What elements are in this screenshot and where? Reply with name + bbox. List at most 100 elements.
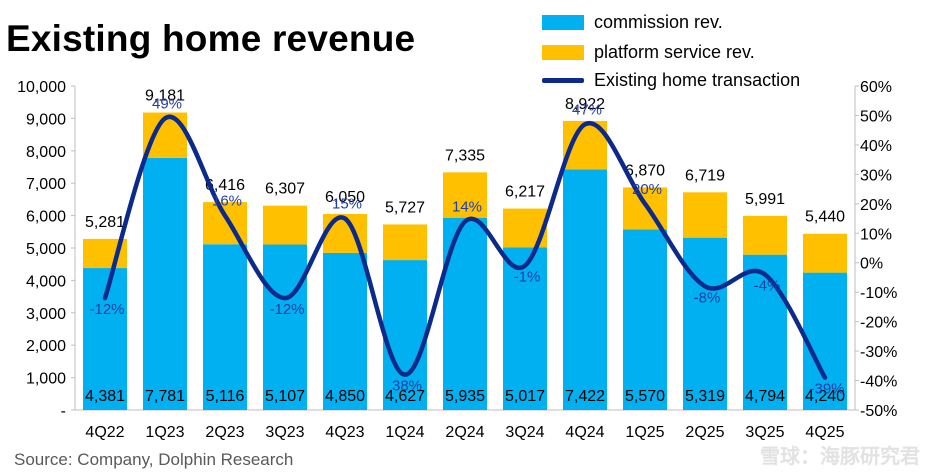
data-label-transaction-pct: 20% (632, 181, 662, 198)
legend-item-transaction: Existing home transaction (542, 69, 800, 91)
data-label-commission: 4,627 (385, 388, 425, 405)
legend-swatch-commission (542, 14, 584, 30)
x-tick-label: 4Q24 (565, 424, 604, 441)
data-label-transaction-pct: -4% (754, 278, 781, 295)
x-tick-label: 4Q25 (805, 424, 844, 441)
data-label-transaction-pct: 14% (452, 198, 482, 215)
data-label-total: 7,335 (445, 147, 485, 164)
data-label-transaction-pct: 49% (152, 95, 182, 112)
x-tick-label: 3Q23 (265, 424, 304, 441)
data-label-total: 5,440 (805, 209, 845, 226)
legend-item-commission: commission rev. (542, 11, 723, 33)
y-right-tick-label: 10% (860, 226, 892, 243)
chart-title: Existing home revenue (6, 18, 416, 59)
bar-platform (743, 215, 787, 255)
y-right-tick-label: -20% (860, 315, 897, 332)
y-left-tick-label: 1,000 (26, 371, 66, 388)
data-label-commission: 5,935 (445, 388, 485, 405)
y-left-tick-label: 9,000 (26, 111, 66, 128)
data-label-commission: 7,422 (565, 388, 605, 405)
data-label-total: 5,727 (385, 199, 425, 216)
bar-platform (443, 172, 487, 218)
data-label-transaction-pct: -12% (89, 301, 124, 318)
bar-commission (383, 260, 427, 410)
x-tick-label: 2Q24 (445, 424, 484, 441)
legend-label-commission: commission rev. (594, 11, 723, 32)
y-right-tick-label: 30% (860, 167, 892, 184)
data-label-total: 6,416 (205, 177, 245, 194)
y-left-tick-label: 2,000 (26, 338, 66, 355)
data-label-commission: 5,107 (265, 388, 305, 405)
y-right-tick-label: 40% (860, 138, 892, 155)
y-left-tick-label: 8,000 (26, 144, 66, 161)
bar-platform (683, 192, 727, 238)
bar-commission (743, 254, 787, 410)
bar-commission (443, 217, 487, 410)
data-label-total: 9,181 (145, 88, 185, 105)
data-label-commission: 4,381 (85, 388, 125, 405)
y-left-tick-label: 6,000 (26, 209, 66, 226)
data-label-commission: 4,794 (745, 388, 785, 405)
y-left-tick-label: 5,000 (26, 241, 66, 258)
y-left-tick-label: 4,000 (26, 273, 66, 290)
y-right-tick-label: -50% (860, 403, 897, 420)
data-label-commission: 5,570 (625, 388, 665, 405)
data-label-total: 5,281 (85, 214, 125, 231)
data-label-total: 6,050 (325, 189, 365, 206)
legend-swatch-transaction (542, 77, 584, 83)
data-label-total: 6,217 (505, 184, 545, 201)
bar-platform (803, 233, 847, 273)
data-label-transaction-pct: -1% (514, 269, 541, 286)
data-label-total: 8,922 (565, 96, 605, 113)
data-label-commission: 7,781 (145, 388, 185, 405)
bar-commission (263, 244, 307, 410)
legend-label-transaction: Existing home transaction (594, 69, 801, 90)
x-tick-label: 4Q23 (325, 424, 364, 441)
legend-item-platform: platform service rev. (542, 41, 755, 63)
bar-platform (263, 205, 307, 245)
data-label-total: 6,307 (265, 181, 305, 198)
x-tick-label: 2Q25 (685, 424, 724, 441)
x-tick-label: 3Q24 (505, 424, 544, 441)
data-label-transaction-pct: -12% (269, 301, 304, 318)
x-tick-label: 3Q25 (745, 424, 784, 441)
series-line-transaction (102, 114, 828, 380)
data-label-commission: 5,116 (206, 388, 245, 405)
x-tick-label: 2Q23 (205, 424, 244, 441)
y-right-tick-label: 60% (860, 79, 892, 96)
x-tick-label: 1Q24 (385, 424, 424, 441)
data-label-commission: 5,017 (505, 388, 545, 405)
bar-commission (203, 244, 247, 410)
bar-commission (563, 169, 607, 410)
bar-commission (323, 252, 367, 410)
watermark: 雪球：海豚研究君 (760, 446, 920, 468)
bar-commission (143, 157, 187, 410)
data-label-commission: 4,240 (805, 388, 845, 405)
y-right-tick-label: -40% (860, 374, 897, 391)
legend-label-platform: platform service rev. (594, 41, 755, 62)
bar-commission (503, 247, 547, 410)
y-right-tick-label: 20% (860, 197, 892, 214)
data-label-transaction-pct: 38% (392, 378, 422, 395)
bar-commission (803, 272, 847, 410)
data-label-transaction-pct: -8% (694, 289, 721, 306)
bar-commission (623, 229, 667, 410)
data-label-transaction-pct: 47% (572, 101, 602, 118)
y-right-tick-label: 0% (860, 256, 883, 273)
data-label-total: 5,991 (745, 191, 785, 208)
data-label-commission: 5,319 (685, 388, 725, 405)
bar-platform (383, 224, 427, 261)
y-right-tick-label: -30% (860, 344, 897, 361)
data-label-transaction-pct: 15% (332, 196, 362, 213)
data-label-total: 6,719 (685, 167, 725, 184)
data-label-transaction-pct: 16% (212, 193, 242, 210)
y-left-tick-label: 3,000 (26, 306, 66, 323)
data-label-commission: 4,850 (325, 388, 365, 405)
source-note: Source: Company, Dolphin Research (14, 450, 294, 469)
y-left-tick-label: - (61, 403, 66, 420)
y-right-tick-label: 50% (860, 108, 892, 125)
bar-commission (683, 237, 727, 410)
y-left-tick-label: 7,000 (26, 176, 66, 193)
data-label-total: 6,870 (625, 162, 665, 179)
